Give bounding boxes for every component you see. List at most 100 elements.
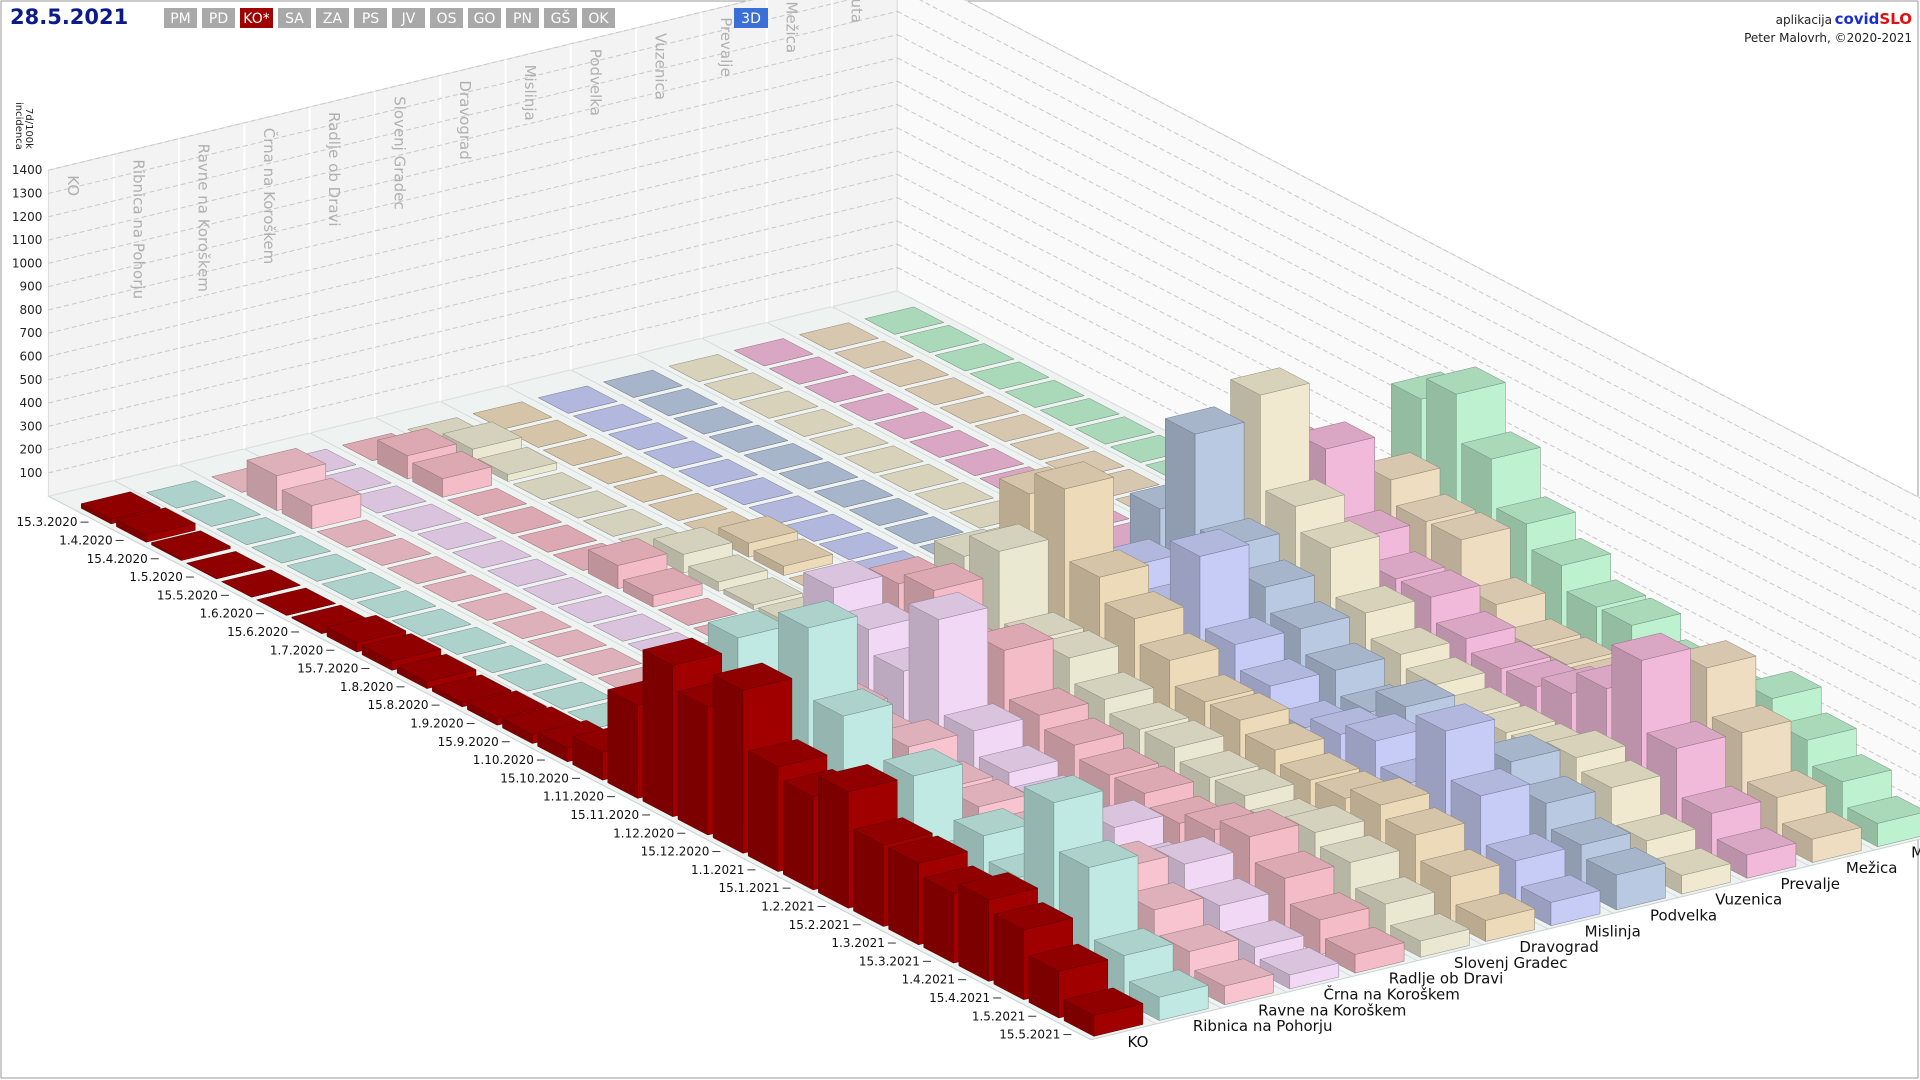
bar-top xyxy=(1244,722,1325,751)
bar-top xyxy=(381,503,463,532)
bar-top xyxy=(1651,847,1732,876)
button-bg[interactable] xyxy=(582,8,615,28)
bar-top xyxy=(582,508,663,537)
bar-top xyxy=(442,421,523,450)
button-bg[interactable] xyxy=(392,8,425,28)
button-bg[interactable] xyxy=(316,8,349,28)
bar xyxy=(1389,913,1471,958)
button-label[interactable]: OS xyxy=(437,11,457,27)
button-label[interactable]: SA xyxy=(285,11,304,27)
region-button[interactable]: PM xyxy=(164,8,197,28)
wall-series-label: Podvelka xyxy=(586,49,604,116)
bar-top xyxy=(421,574,503,603)
x-tick-label: 1.4.2020 xyxy=(59,533,112,547)
bar xyxy=(537,385,618,414)
bar xyxy=(934,343,1015,372)
bar-top xyxy=(833,340,915,369)
button-bg[interactable] xyxy=(506,8,539,28)
back-wall xyxy=(47,0,898,497)
wall-series-label: Ribnica na Pohorju xyxy=(129,159,147,299)
button-label[interactable]: PD xyxy=(209,11,228,27)
bar-top xyxy=(1520,874,1601,903)
bar-top xyxy=(908,591,989,620)
bar-top xyxy=(326,615,407,643)
button-label[interactable]: PS xyxy=(362,11,379,27)
region-button[interactable]: KO* xyxy=(240,8,273,28)
bar-top xyxy=(1219,809,1300,837)
grid-line xyxy=(919,0,1920,522)
region-button[interactable]: GŠ xyxy=(544,8,577,28)
bar-top xyxy=(1384,807,1466,836)
bar-top xyxy=(882,748,964,777)
bar xyxy=(713,477,794,506)
button-label[interactable]: OK xyxy=(588,11,609,27)
button-bg[interactable] xyxy=(468,8,501,28)
bar xyxy=(577,456,658,485)
button-label[interactable]: JV xyxy=(401,11,416,27)
bar-top xyxy=(1063,987,1144,1016)
bar-top xyxy=(491,611,573,639)
bar-top xyxy=(1781,811,1862,840)
bar-top xyxy=(708,424,789,453)
button-bg[interactable] xyxy=(734,8,768,28)
bar xyxy=(1193,958,1275,1006)
region-button[interactable]: ZA xyxy=(316,8,349,28)
view-button[interactable]: 3D xyxy=(734,8,768,28)
bar-top xyxy=(622,567,703,596)
button-label[interactable]: PM xyxy=(170,11,191,27)
button-bg[interactable] xyxy=(354,8,387,28)
region-button[interactable]: GO xyxy=(468,8,501,28)
bar-top xyxy=(1405,656,1486,685)
button-bg[interactable] xyxy=(164,8,197,28)
bar xyxy=(547,490,628,519)
bar-top xyxy=(1611,632,1692,661)
button-bg[interactable] xyxy=(278,8,311,28)
bar-top xyxy=(150,530,232,559)
bar-top xyxy=(1264,478,1346,507)
x-tick-label: 15.2.2021 xyxy=(789,918,850,932)
bar-top xyxy=(1470,641,1551,669)
button-bg[interactable] xyxy=(544,8,577,28)
button-bg[interactable] xyxy=(202,8,235,28)
bar-top xyxy=(848,497,929,526)
bar-top xyxy=(426,626,507,655)
button-label[interactable]: PN xyxy=(513,11,532,27)
region-button[interactable]: PS xyxy=(354,8,387,28)
bar xyxy=(657,597,738,626)
button-bg[interactable] xyxy=(240,8,273,28)
button-label[interactable]: KO* xyxy=(243,11,269,27)
bar xyxy=(638,388,719,417)
button-label[interactable]: 3D xyxy=(741,11,761,27)
bar xyxy=(813,479,894,508)
bar xyxy=(351,537,432,566)
button-label[interactable]: GO xyxy=(474,11,496,27)
bar-top xyxy=(1104,591,1185,620)
region-button[interactable]: SA xyxy=(278,8,311,28)
bar-top xyxy=(1681,785,1762,814)
bar xyxy=(622,567,703,608)
region-button[interactable]: OK xyxy=(582,8,615,28)
y-label-2: incidenca xyxy=(13,102,24,150)
grid-line xyxy=(48,173,898,381)
bar-top xyxy=(978,744,1059,773)
bar-top xyxy=(713,477,794,506)
grid-line xyxy=(48,220,898,427)
button-label[interactable]: GŠ xyxy=(551,9,571,27)
button-bg[interactable] xyxy=(430,8,463,28)
bar xyxy=(582,508,663,537)
bar-top xyxy=(873,411,955,440)
region-button[interactable]: PN xyxy=(506,8,539,28)
bar xyxy=(703,372,784,401)
bar xyxy=(873,411,955,440)
region-button[interactable]: PD xyxy=(202,8,235,28)
bar-top xyxy=(913,482,995,511)
bar xyxy=(1259,947,1340,990)
button-label[interactable]: ZA xyxy=(323,11,343,27)
bar-side xyxy=(642,649,673,818)
bar xyxy=(612,474,694,503)
region-button[interactable]: JV xyxy=(392,8,425,28)
bar-top xyxy=(537,385,618,414)
bar-top xyxy=(1354,876,1436,905)
region-button[interactable]: OS xyxy=(430,8,463,28)
y-tick-label: 400 xyxy=(20,396,43,410)
